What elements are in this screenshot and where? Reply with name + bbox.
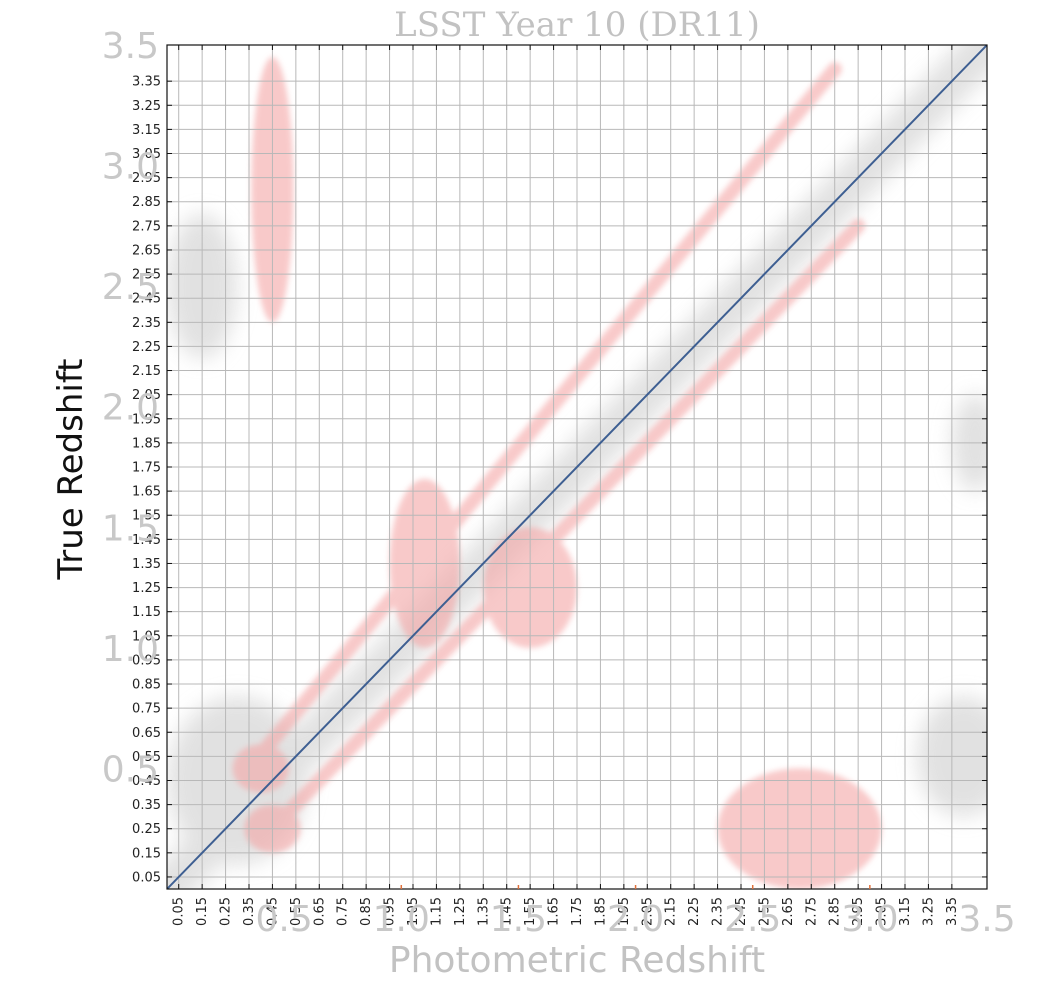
major-tick-labels: 0.5 1.0 1.5 2.0 2.5 3.0 3.50.51.01.52.02.53.03… (102, 26, 1016, 940)
x-tick-label-32: 3.25 (921, 897, 936, 926)
chart-title: LSST Year 10 (DR11) (394, 5, 760, 45)
y-tick-label-31: 3.15 (132, 123, 161, 138)
x-major-label-5: 3.0 (841, 899, 898, 940)
y-tick-label-16: 1.65 (132, 485, 161, 500)
scatter-cloud-3 (232, 744, 289, 793)
y-tick-label-4: 0.45 (132, 774, 161, 789)
x-tick-label-23: 2.35 (711, 897, 726, 926)
y-tick-label-8: 0.85 (132, 678, 161, 693)
x-tick-label-33: 3.35 (945, 897, 960, 926)
y-tick-label-18: 1.85 (132, 436, 161, 451)
y-tick-label-22: 2.25 (132, 340, 161, 355)
y-tick-label-7: 0.75 (132, 702, 161, 717)
y-tick-label-12: 1.25 (132, 581, 161, 596)
y-tick-label-5: 0.55 (132, 750, 161, 765)
reference-line (167, 45, 987, 889)
reference-line-layer (167, 45, 987, 889)
y-tick-label-21: 2.15 (132, 364, 161, 379)
y-tick-label-3: 0.35 (132, 798, 161, 813)
x-tick-label-27: 2.75 (804, 897, 819, 926)
y-tick-label-23: 2.35 (132, 316, 161, 331)
x-tick-label-20: 2.05 (640, 897, 655, 926)
grid (167, 45, 987, 889)
x-tick-label-31: 3.15 (898, 897, 913, 926)
x-tick-label-18: 1.85 (593, 897, 608, 926)
y-tick-label-25: 2.55 (132, 268, 161, 283)
x-tick-label-21: 2.15 (664, 897, 679, 926)
x-tick-label-1: 0.15 (195, 897, 210, 926)
y-tick-label-9: 0.95 (132, 653, 161, 668)
x-tick-label-22: 2.25 (687, 897, 702, 926)
y-tick-label-10: 1.05 (132, 629, 161, 644)
y-tick-label-14: 1.45 (132, 533, 161, 548)
y-major-label-2: 1.5 (102, 508, 159, 549)
x-major-label-2: 1.5 (490, 899, 547, 940)
y-tick-label-27: 2.75 (132, 219, 161, 234)
x-tick-label-15: 1.55 (523, 897, 538, 926)
y-tick-label-32: 3.25 (132, 99, 161, 114)
x-tick-label-13: 1.35 (476, 897, 491, 926)
y-major-label-6: 3.5 (102, 26, 159, 67)
x-tick-label-19: 1.95 (617, 897, 632, 926)
x-axis-label: Photometric Redshift (389, 940, 765, 981)
scatter-band-1 (253, 218, 866, 848)
x-tick-label-12: 1.25 (453, 897, 468, 926)
x-tick-label-30: 3.05 (875, 897, 890, 926)
x-major-label-1: 1.0 (373, 899, 430, 940)
y-tick-label-11: 1.15 (132, 605, 161, 620)
y-tick-label-17: 1.75 (132, 461, 161, 476)
y-tick-label-33: 3.35 (132, 75, 161, 90)
x-tick-label-0: 0.05 (172, 897, 187, 926)
x-tick-label-17: 1.75 (570, 897, 585, 926)
x-tick-label-5: 0.55 (289, 897, 304, 926)
x-tick-label-28: 2.85 (828, 897, 843, 926)
x-tick-label-26: 2.65 (781, 897, 796, 926)
x-major-label-4: 2.5 (724, 899, 781, 940)
x-tick-label-14: 1.45 (500, 897, 515, 926)
x-major-label-0: 0.5 (256, 899, 313, 940)
y-tick-label-2: 0.25 (132, 822, 161, 837)
y-tick-label-28: 2.85 (132, 195, 161, 210)
y-tick-label-30: 3.05 (132, 147, 161, 162)
y-major-label-0: 0.5 (102, 749, 159, 790)
x-tick-label-11: 1.15 (429, 897, 444, 926)
y-major-label-3: 2.0 (102, 388, 159, 429)
y-tick-label-26: 2.65 (132, 243, 161, 258)
y-tick-label-29: 2.95 (132, 171, 161, 186)
axis-ticks: 0.05 0.15 0.25 0.35 0.45 0.55 0.65 0.75 0.85 0.95… (132, 45, 987, 926)
y-tick-label-13: 1.35 (132, 557, 161, 572)
x-tick-label-16: 1.65 (547, 897, 562, 926)
y-tick-label-19: 1.95 (132, 412, 161, 427)
x-major-label-3: 2.0 (607, 899, 664, 940)
y-axis-label: True Redshift (51, 358, 91, 580)
y-major-label-5: 3.0 (102, 147, 159, 188)
y-tick-label-1: 0.15 (132, 846, 161, 861)
x-tick-label-4: 0.45 (265, 897, 280, 926)
x-tick-label-29: 2.95 (851, 897, 866, 926)
x-tick-label-6: 0.65 (312, 897, 327, 926)
x-tick-label-9: 0.95 (383, 897, 398, 926)
y-tick-label-20: 2.05 (132, 388, 161, 403)
y-tick-label-24: 2.45 (132, 292, 161, 307)
y-tick-label-0: 0.05 (132, 870, 161, 885)
x-tick-label-24: 2.45 (734, 897, 749, 926)
x-tick-label-2: 0.25 (219, 897, 234, 926)
x-tick-label-8: 0.85 (359, 897, 374, 926)
y-major-label-1: 1.0 (102, 629, 159, 670)
y-major-label-4: 2.5 (102, 267, 159, 308)
x-tick-label-25: 2.55 (757, 897, 772, 926)
x-tick-label-3: 0.35 (242, 897, 257, 926)
x-major-label-6: 3.5 (958, 899, 1015, 940)
y-tick-label-6: 0.65 (132, 726, 161, 741)
x-tick-label-10: 1.05 (406, 897, 421, 926)
y-tick-label-15: 1.55 (132, 509, 161, 524)
x-tick-label-7: 0.75 (336, 897, 351, 926)
